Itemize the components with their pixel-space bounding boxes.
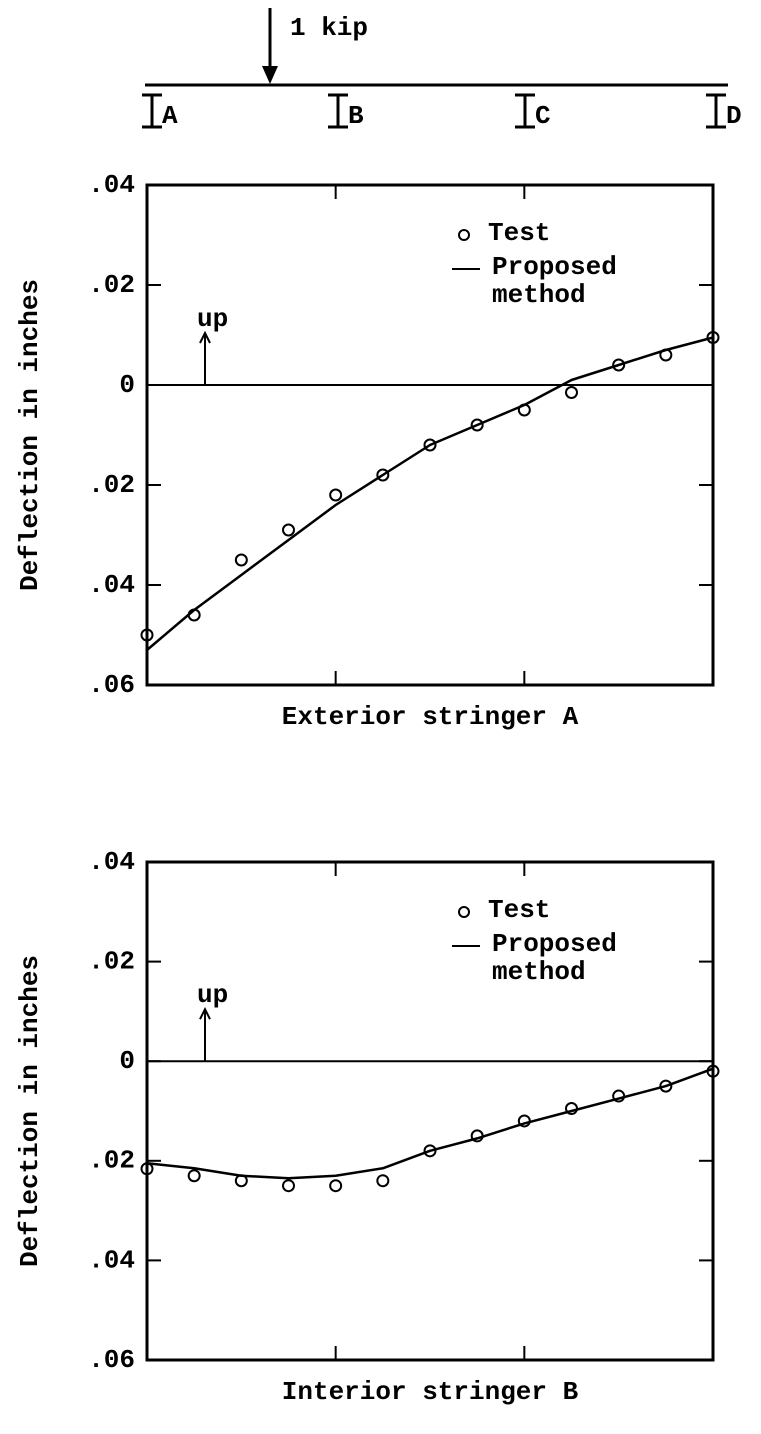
y-axis-label: Deflection in inches xyxy=(15,279,45,591)
test-point xyxy=(706,331,720,344)
y-tick-label: .04 xyxy=(88,1245,135,1275)
x-axis-label: Interior stringer B xyxy=(282,1377,579,1407)
annotation: up xyxy=(197,304,228,334)
test-point xyxy=(187,1169,201,1183)
test-point xyxy=(423,438,437,452)
stringer-label: A xyxy=(162,101,178,131)
y-tick-label: .06 xyxy=(88,670,135,700)
y-tick-label: .06 xyxy=(88,1345,135,1375)
legend-marker xyxy=(458,229,470,241)
stringer xyxy=(328,93,348,129)
test-point xyxy=(612,358,626,372)
load-arrowhead xyxy=(262,66,278,84)
plot-frame xyxy=(145,860,715,1362)
y-tick-label: .02 xyxy=(88,946,135,976)
legend-label: Proposed method xyxy=(492,929,617,987)
up-arrowhead xyxy=(199,330,211,344)
legend-label: Proposed method xyxy=(492,252,617,310)
y-tick-label: .02 xyxy=(88,470,135,500)
plot-frame xyxy=(145,183,715,687)
stringer-label: D xyxy=(726,101,742,131)
y-tick-label: 0 xyxy=(119,370,135,400)
x-axis-label: Exterior stringer A xyxy=(282,702,579,732)
test-point xyxy=(329,488,343,502)
y-tick-label: .02 xyxy=(88,270,135,300)
stringer-label: C xyxy=(535,101,551,131)
test-point xyxy=(659,1079,673,1093)
y-tick-label: .04 xyxy=(88,170,135,200)
annotation: up xyxy=(197,980,228,1010)
proposed-line xyxy=(146,1067,714,1180)
stringer-label: B xyxy=(348,101,364,131)
test-point xyxy=(140,628,154,642)
stringer xyxy=(142,93,162,129)
test-point xyxy=(234,553,248,567)
test-point xyxy=(470,418,484,432)
y-tick-label: 0 xyxy=(119,1046,135,1076)
test-point xyxy=(282,1179,295,1193)
y-tick-label: .04 xyxy=(88,847,135,877)
test-point xyxy=(376,1174,390,1188)
stringer xyxy=(706,93,726,129)
load-label: 1 kip xyxy=(290,13,368,43)
y-tick-label: .02 xyxy=(88,1146,135,1176)
test-point xyxy=(565,386,578,399)
legend-label: Test xyxy=(488,218,550,248)
test-point xyxy=(282,523,295,537)
y-axis-label: Deflection in inches xyxy=(15,955,45,1267)
test-point xyxy=(329,1179,343,1193)
stringer xyxy=(515,93,535,129)
proposed-line xyxy=(146,336,714,651)
test-point xyxy=(423,1144,437,1158)
legend-label: Test xyxy=(488,895,550,925)
up-arrowhead xyxy=(199,1006,211,1020)
legend-marker xyxy=(458,906,470,918)
y-tick-label: .04 xyxy=(88,570,135,600)
test-point xyxy=(140,1162,154,1176)
test-point xyxy=(376,468,390,482)
